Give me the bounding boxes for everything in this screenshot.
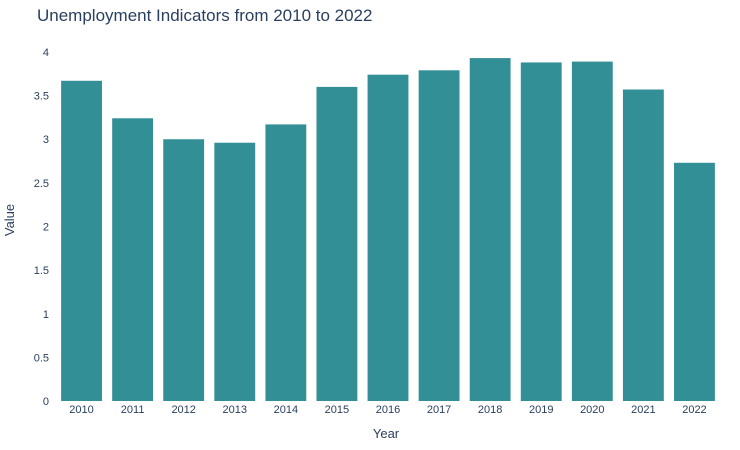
- x-tick-label: 2019: [529, 404, 553, 416]
- y-tick-label: 1: [43, 309, 49, 321]
- bar-2022[interactable]: [674, 162, 715, 401]
- x-tick-label: 2010: [69, 404, 93, 416]
- bar-2019[interactable]: [520, 62, 562, 401]
- y-tick-label: 2.5: [34, 178, 49, 190]
- x-tick-label: 2020: [580, 404, 604, 416]
- x-tick-label: 2015: [325, 404, 349, 416]
- bar-2020[interactable]: [571, 61, 613, 401]
- x-tick-label: 2022: [682, 404, 706, 416]
- bar-2012[interactable]: [163, 139, 205, 402]
- x-tick-label: 2017: [427, 404, 451, 416]
- bar-2016[interactable]: [367, 74, 409, 402]
- bar-2018[interactable]: [469, 58, 511, 402]
- x-tick-label: 2013: [223, 404, 247, 416]
- x-tick-label: 2014: [274, 404, 298, 416]
- x-tick-label: 2016: [376, 404, 400, 416]
- x-tick-label: 2018: [478, 404, 502, 416]
- bar-2011[interactable]: [112, 118, 154, 401]
- y-tick-label: 0.5: [34, 352, 49, 364]
- x-tick-label: 2011: [121, 404, 145, 416]
- plot-area: [61, 58, 715, 402]
- y-tick-label: 3.5: [34, 91, 49, 103]
- x-tick-label: 2012: [171, 404, 195, 416]
- y-axis-title: Value: [2, 204, 17, 236]
- y-axis-ticks: 0 0.5 1 1.5 2 2.5 3 3.5 4: [34, 47, 49, 408]
- bar-2010[interactable]: [61, 80, 102, 402]
- y-tick-label: 3: [43, 134, 49, 146]
- bar-2014[interactable]: [265, 124, 307, 402]
- y-tick-label: 1.5: [34, 265, 49, 277]
- bar-2015[interactable]: [316, 86, 358, 401]
- bar-2017[interactable]: [418, 70, 460, 402]
- bar-2013[interactable]: [214, 142, 256, 402]
- y-tick-label: 2: [43, 221, 49, 233]
- bar-2021[interactable]: [622, 89, 664, 402]
- x-axis-title: Year: [373, 426, 400, 441]
- x-axis-ticks: 2010 2011 2012 2013 2014 2015 2016 2017 2018 2019…: [69, 404, 706, 416]
- y-tick-label: 4: [43, 47, 49, 59]
- y-tick-label: 0: [43, 396, 49, 408]
- chart-title: Unemployment Indicators from 2010 to 202…: [37, 6, 372, 25]
- x-tick-label: 2021: [631, 404, 655, 416]
